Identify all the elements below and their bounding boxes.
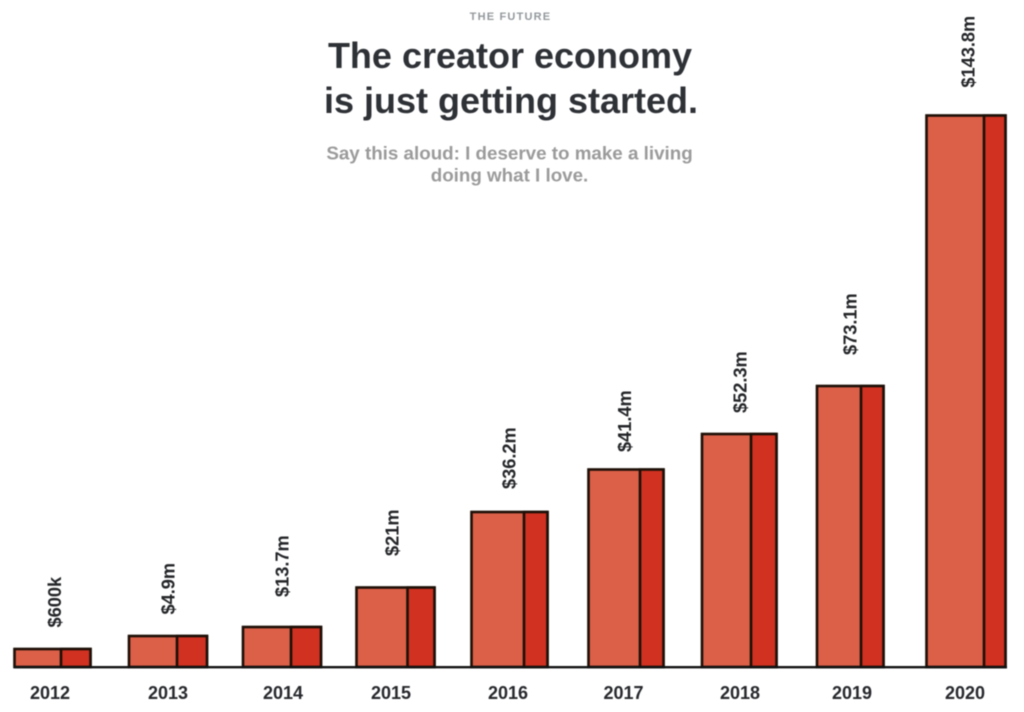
- svg-text:2015: 2015: [371, 683, 411, 703]
- svg-text:2017: 2017: [603, 683, 643, 703]
- svg-text:2018: 2018: [720, 683, 760, 703]
- svg-text:2012: 2012: [30, 683, 70, 703]
- svg-text:2020: 2020: [945, 683, 985, 703]
- svg-text:$21m: $21m: [383, 509, 403, 556]
- svg-text:The creator economy: The creator economy: [328, 35, 692, 76]
- svg-text:$600k: $600k: [45, 576, 65, 627]
- svg-text:$4.9m: $4.9m: [158, 563, 178, 615]
- svg-text:2014: 2014: [263, 683, 303, 703]
- svg-text:THE FUTURE: THE FUTURE: [470, 11, 552, 23]
- svg-text:$52.3m: $52.3m: [730, 351, 750, 413]
- svg-text:2019: 2019: [832, 683, 872, 703]
- svg-text:$36.2m: $36.2m: [500, 427, 520, 489]
- svg-text:Say this aloud: I deserve to m: Say this aloud: I deserve to make a livi…: [326, 142, 692, 163]
- svg-text:$73.1m: $73.1m: [840, 293, 860, 355]
- svg-text:is just getting started.: is just getting started.: [324, 80, 698, 121]
- svg-text:$13.7m: $13.7m: [272, 535, 292, 597]
- svg-text:2013: 2013: [148, 683, 188, 703]
- svg-text:$143.8m: $143.8m: [958, 16, 978, 88]
- svg-text:$41.4m: $41.4m: [615, 390, 635, 452]
- svg-text:2016: 2016: [488, 683, 528, 703]
- svg-text:doing what I love.: doing what I love.: [431, 164, 589, 185]
